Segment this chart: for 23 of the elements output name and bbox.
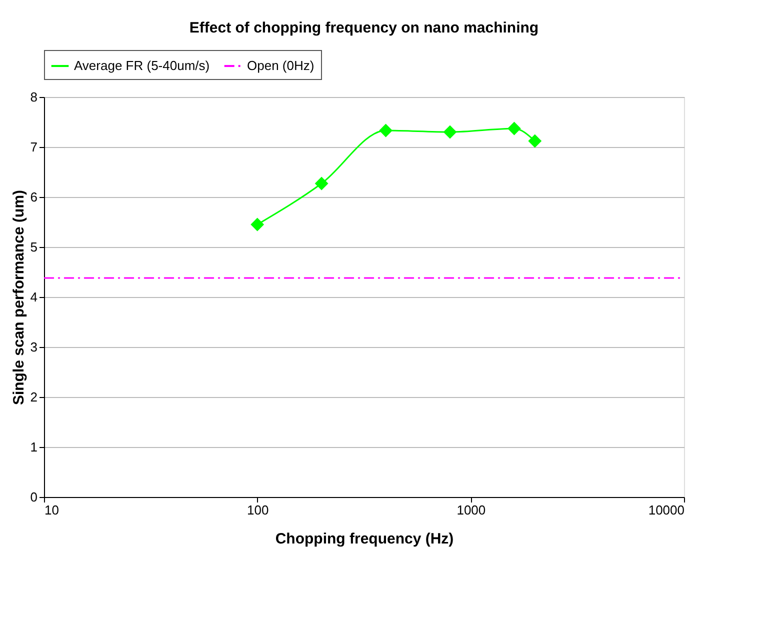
legend-label: Average FR (5-40um/s) [74, 58, 210, 73]
chart-title: Effect of chopping frequency on nano machining [189, 20, 539, 36]
y-tick-label: 3 [30, 340, 38, 354]
y-tick-label: 0 [30, 490, 38, 504]
x-tick-label: 10 [44, 502, 59, 518]
y-tick-label: 5 [30, 240, 38, 254]
x-axis-title: Chopping frequency (Hz) [275, 530, 454, 548]
x-tick-label: 100 [246, 502, 269, 518]
point [443, 125, 457, 139]
y-tick-label: 1 [30, 440, 38, 454]
point [508, 122, 521, 136]
legend-label: Open (0Hz) [247, 58, 314, 73]
point [314, 176, 328, 190]
y-axis-title: Single scan performance (um) [10, 190, 28, 406]
y-tick-label: 6 [30, 190, 38, 204]
y-tick-label: 2 [30, 390, 38, 404]
y-tick-label: 7 [30, 140, 38, 154]
y-tick-label: 8 [30, 90, 38, 104]
x-tick-label: 10000 [648, 502, 684, 518]
point [250, 218, 264, 232]
point [379, 124, 392, 138]
y-tick-label: 4 [30, 290, 38, 304]
x-tick-label: 1000 [456, 502, 486, 518]
